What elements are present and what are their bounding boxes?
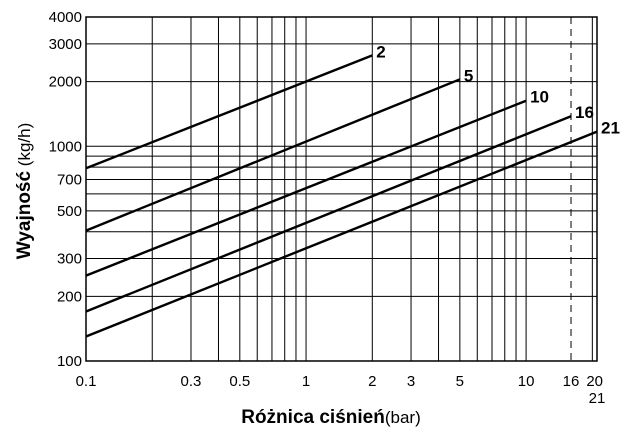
x-tick-label: 0.3 [181, 373, 202, 390]
plot-frame [85, 16, 598, 362]
series-line-16 [85, 115, 572, 313]
x-axis-title-unit: (bar) [385, 408, 421, 427]
x-axis-title: Różnica ciśnień(bar) [241, 407, 421, 428]
grid-lines [85, 16, 598, 362]
y-tick-label: 200 [57, 288, 82, 305]
y-tick-label: 3000 [49, 36, 82, 53]
y-axis-title-unit: (kg/h) [15, 123, 34, 166]
series-label-5: 5 [464, 66, 473, 85]
x-axis-title-main: Różnica ciśnień [241, 407, 385, 428]
y-tick-labels: 100 200 300 500 700 1000 2000 3000 4000 [49, 9, 82, 370]
series-label-21: 21 [601, 119, 620, 138]
x-tick-label: 10 [518, 373, 535, 390]
y-tick-label: 500 [57, 203, 82, 220]
y-tick-label: 100 [57, 353, 82, 370]
y-tick-label: 700 [57, 172, 82, 189]
y-tick-label: 300 [57, 251, 82, 268]
x-tick-label: 21 [589, 390, 606, 407]
x-tick-label: 1 [302, 373, 310, 390]
y-tick-label: 4000 [49, 9, 82, 26]
y-axis-title-main: Wyajność [14, 171, 35, 260]
x-tick-label: 3 [407, 373, 415, 390]
x-tick-label: 16 [563, 373, 580, 390]
series-line-10 [85, 99, 527, 277]
series-lines [85, 54, 598, 338]
x-tick-label: 0.1 [76, 373, 97, 390]
y-tick-label: 1000 [49, 138, 82, 155]
y-axis-title: Wyajność (kg/h) [14, 123, 35, 260]
x-tick-label: 0.5 [229, 373, 250, 390]
series-label-16: 16 [575, 103, 594, 122]
x-tick-label: 20 [586, 373, 603, 390]
series-label-10: 10 [530, 88, 549, 107]
series-line-2 [85, 54, 373, 170]
series-labels: 2 5 10 16 21 [376, 42, 620, 137]
x-tick-label: 2 [368, 373, 376, 390]
series-label-2: 2 [376, 42, 385, 61]
series-line-5 [85, 78, 461, 232]
y-tick-label: 2000 [49, 74, 82, 91]
series-line-21 [85, 130, 598, 338]
x-tick-label: 5 [456, 373, 464, 390]
